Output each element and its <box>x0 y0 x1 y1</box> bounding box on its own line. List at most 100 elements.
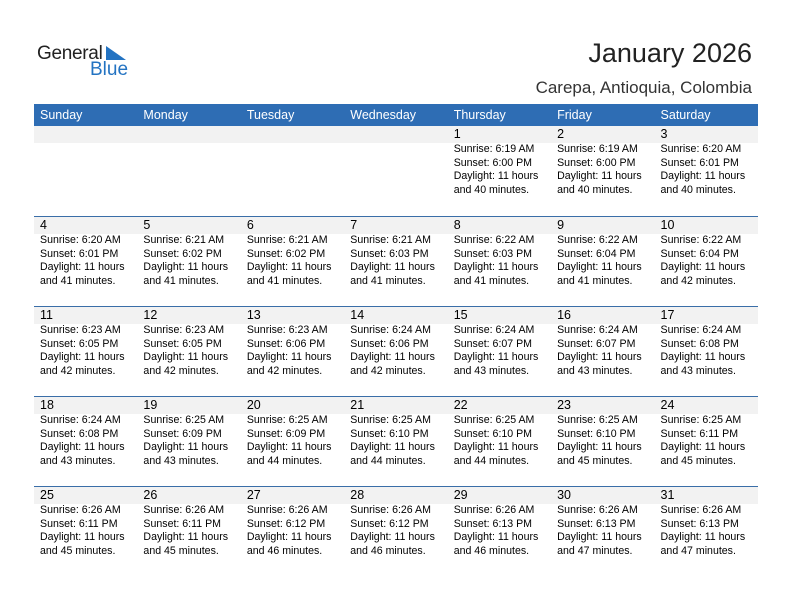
sunrise-text: Sunrise: 6:26 AM <box>350 504 431 516</box>
daylight-text: Daylight: 11 hours <box>40 531 125 543</box>
day-number: 7 <box>350 218 358 232</box>
day-cell: 20 Sunrise: 6:25 AM Sunset: 6:09 PM Dayligh… <box>241 397 344 486</box>
sunrise-text: Sunrise: 6:23 AM <box>40 324 121 336</box>
day-number: 21 <box>350 398 365 412</box>
day-cell: 27 Sunrise: 6:26 AM Sunset: 6:12 PM Dayligh… <box>241 487 344 576</box>
logo-text-blue: Blue <box>90 59 129 80</box>
daylight-text-cont: and 45 minutes. <box>143 544 219 557</box>
day-number: 30 <box>557 488 572 502</box>
sunset-text: Sunset: 6:02 PM <box>246 247 326 260</box>
day-number: 1 <box>453 127 461 141</box>
sunset-text: Sunset: 6:11 PM <box>143 517 221 530</box>
daylight-text: Daylight: 11 hours <box>453 441 539 453</box>
daylight-text-cont: and 40 minutes. <box>453 183 530 196</box>
daylight-text: Daylight: 11 hours <box>246 351 332 363</box>
daylight-text-cont: and 42 minutes. <box>660 274 736 287</box>
day-number: 26 <box>143 488 158 502</box>
empty-cell <box>137 126 240 216</box>
sunset-text: Sunset: 6:02 PM <box>143 247 222 260</box>
daylight-text: Daylight: 11 hours <box>660 351 746 363</box>
day-number: 5 <box>143 218 151 232</box>
daylight-text-cont: and 43 minutes. <box>557 364 633 377</box>
sunset-text: Sunset: 6:10 PM <box>453 427 533 440</box>
daylight-text: Daylight: 11 hours <box>246 441 332 453</box>
weekday-header: Sunday Monday Tuesday Wednesday Thursday… <box>34 104 758 126</box>
day-cell: 11 Sunrise: 6:23 AM Sunset: 6:05 PM Dayligh… <box>34 307 137 396</box>
daylight-text-cont: and 46 minutes. <box>246 544 323 557</box>
day-cell: 23 Sunrise: 6:25 AM Sunset: 6:10 PM Dayligh… <box>551 397 654 486</box>
day-cell: 9 Sunrise: 6:22 AM Sunset: 6:04 PM Daylight… <box>551 217 654 306</box>
daylight-text-cont: and 47 minutes. <box>557 544 633 557</box>
day-number: 24 <box>660 398 675 412</box>
daylight-text: Daylight: 11 hours <box>40 441 125 453</box>
daylight-text: Daylight: 11 hours <box>143 351 229 363</box>
daylight-text: Daylight: 11 hours <box>453 351 539 363</box>
daylight-text: Daylight: 11 hours <box>40 351 125 363</box>
sunrise-text: Sunrise: 6:22 AM <box>453 234 535 246</box>
sunset-text: Sunset: 6:06 PM <box>246 337 326 350</box>
day-cell: 10 Sunrise: 6:22 AM Sunset: 6:04 PM Dayligh… <box>655 217 758 306</box>
sunset-text: Sunset: 6:04 PM <box>660 247 739 260</box>
day-cell: 7 Sunrise: 6:21 AM Sunset: 6:03 PM Daylight… <box>344 217 447 306</box>
daylight-text: Daylight: 11 hours <box>40 261 125 273</box>
day-number: 19 <box>143 398 158 412</box>
week-row: 25 Sunrise: 6:26 AM Sunset: 6:11 PM Dayligh… <box>34 486 758 576</box>
day-number: 20 <box>246 398 261 412</box>
sunrise-text: Sunrise: 6:26 AM <box>453 504 535 516</box>
day-number: 23 <box>557 398 572 412</box>
daylight-text-cont: and 42 minutes. <box>40 364 116 377</box>
daylight-text: Daylight: 11 hours <box>557 170 642 182</box>
daylight-text: Daylight: 11 hours <box>557 531 642 543</box>
day-cell: 26 Sunrise: 6:26 AM Sunset: 6:11 PM Dayligh… <box>137 487 240 576</box>
day-cell: 16 Sunrise: 6:24 AM Sunset: 6:07 PM Dayligh… <box>551 307 654 396</box>
sunset-text: Sunset: 6:04 PM <box>557 247 636 260</box>
daylight-text-cont: and 44 minutes. <box>350 454 426 467</box>
daylight-text: Daylight: 11 hours <box>660 531 746 543</box>
sunset-text: Sunset: 6:09 PM <box>143 427 222 440</box>
day-cell: 13 Sunrise: 6:23 AM Sunset: 6:06 PM Dayligh… <box>241 307 344 396</box>
empty-cell <box>344 126 447 216</box>
day-number: 16 <box>557 308 572 322</box>
daylight-text-cont: and 41 minutes. <box>40 274 116 287</box>
weekday-thursday: Thursday <box>453 108 506 122</box>
day-number: 29 <box>453 488 468 502</box>
weekday-sunday: Sunday <box>40 108 83 122</box>
daylight-text-cont: and 43 minutes. <box>453 364 530 377</box>
sunrise-text: Sunrise: 6:22 AM <box>660 234 742 246</box>
daylight-text: Daylight: 11 hours <box>660 261 746 273</box>
daylight-text-cont: and 40 minutes. <box>557 183 633 196</box>
weekday-saturday: Saturday <box>660 108 711 122</box>
day-cell: 28 Sunrise: 6:26 AM Sunset: 6:12 PM Dayligh… <box>344 487 447 576</box>
daylight-text-cont: and 43 minutes. <box>40 454 116 467</box>
day-number: 27 <box>246 488 261 502</box>
daylight-text-cont: and 43 minutes. <box>660 364 736 377</box>
sunrise-text: Sunrise: 6:25 AM <box>143 414 225 426</box>
sunrise-text: Sunrise: 6:22 AM <box>557 234 638 246</box>
sunset-text: Sunset: 6:01 PM <box>660 156 739 169</box>
sunset-text: Sunset: 6:13 PM <box>557 517 636 530</box>
sunrise-text: Sunrise: 6:24 AM <box>453 324 535 336</box>
sunrise-text: Sunrise: 6:25 AM <box>246 414 328 426</box>
week-row: 18 Sunrise: 6:24 AM Sunset: 6:08 PM Dayligh… <box>34 396 758 486</box>
daylight-text-cont: and 45 minutes. <box>40 544 116 557</box>
sunset-text: Sunset: 6:07 PM <box>453 337 533 350</box>
daylight-text: Daylight: 11 hours <box>453 531 539 543</box>
day-cell: 12 Sunrise: 6:23 AM Sunset: 6:05 PM Dayligh… <box>137 307 240 396</box>
daylight-text-cont: and 44 minutes. <box>246 454 323 467</box>
day-cell: 1 Sunrise: 6:19 AM Sunset: 6:00 PM Daylight… <box>448 126 551 216</box>
sunrise-text: Sunrise: 6:26 AM <box>40 504 121 516</box>
daylight-text: Daylight: 11 hours <box>453 170 539 182</box>
week-row: 11 Sunrise: 6:23 AM Sunset: 6:05 PM Dayligh… <box>34 306 758 396</box>
week-row: 4 Sunrise: 6:20 AM Sunset: 6:01 PM Daylight… <box>34 216 758 306</box>
day-number: 2 <box>557 127 565 141</box>
sunrise-text: Sunrise: 6:24 AM <box>660 324 742 336</box>
sunset-text: Sunset: 6:11 PM <box>40 517 118 530</box>
week-row: 1 Sunrise: 6:19 AM Sunset: 6:00 PM Daylight… <box>34 126 758 216</box>
day-number: 22 <box>453 398 468 412</box>
daylight-text: Daylight: 11 hours <box>557 441 642 453</box>
sunrise-text: Sunrise: 6:25 AM <box>660 414 742 426</box>
day-number: 11 <box>40 308 53 322</box>
day-cell: 31 Sunrise: 6:26 AM Sunset: 6:13 PM Dayligh… <box>655 487 758 576</box>
day-number: 13 <box>246 308 261 322</box>
day-number: 15 <box>453 308 468 322</box>
